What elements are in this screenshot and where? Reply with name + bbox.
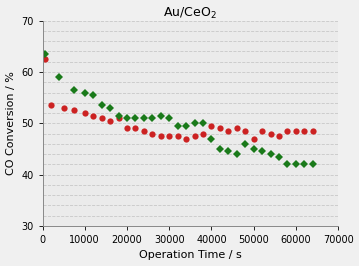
Title: Au/CeO$_2$: Au/CeO$_2$ — [163, 6, 217, 21]
X-axis label: Operation Time / s: Operation Time / s — [139, 251, 242, 260]
Y-axis label: CO Conversion / %: CO Conversion / % — [5, 71, 15, 175]
